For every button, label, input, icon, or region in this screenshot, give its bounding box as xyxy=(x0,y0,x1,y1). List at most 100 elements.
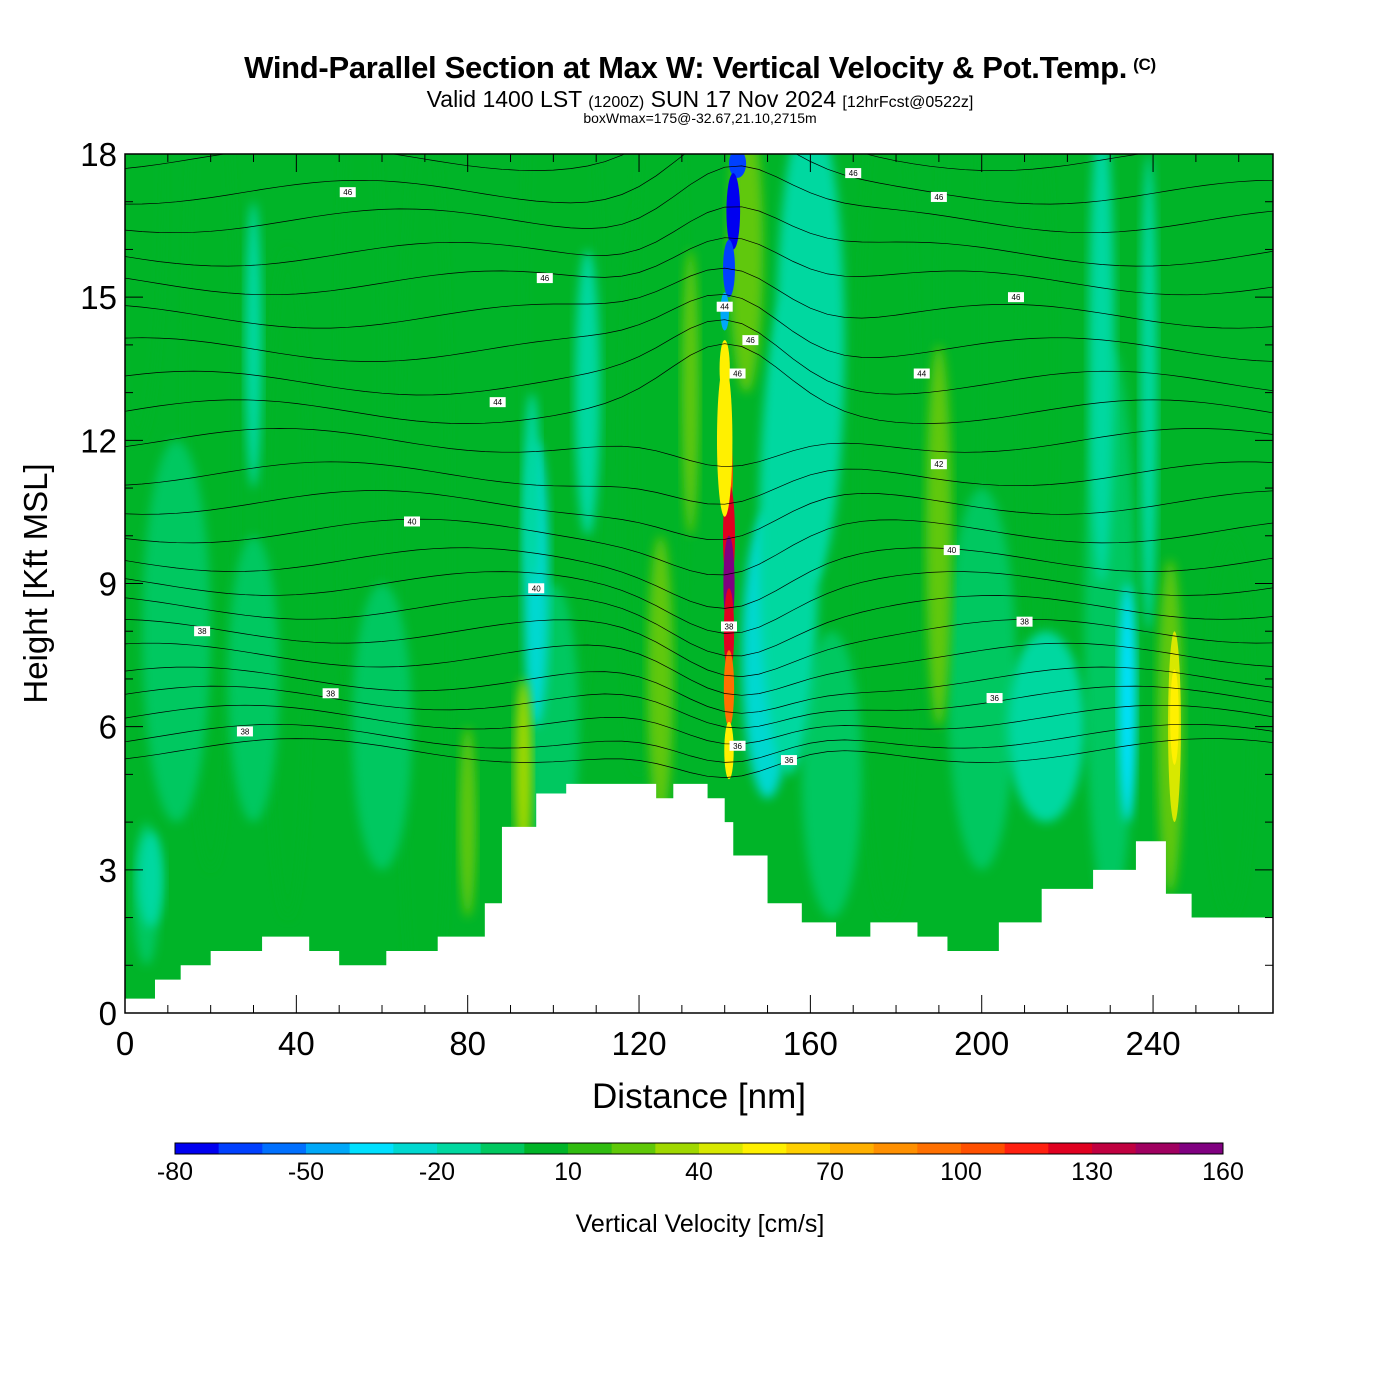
theta-contour-label: 36 xyxy=(986,693,1003,704)
theta-contour-label: 46 xyxy=(930,191,947,202)
velocity-cell xyxy=(776,154,845,584)
theta-contour-line xyxy=(125,343,1273,424)
terrain xyxy=(125,783,1273,1013)
theta-contour-label: 36 xyxy=(729,740,746,751)
valid-time-local: Valid 1400 LST xyxy=(426,86,582,112)
theta-contour-line xyxy=(125,154,1142,172)
velocity-cell xyxy=(227,535,280,823)
theta-label-box xyxy=(742,335,759,346)
colorbar-swatch xyxy=(218,1143,263,1154)
theta-label-text: 46 xyxy=(746,336,755,345)
colorbar-swatch xyxy=(1092,1143,1137,1154)
velocity-cell xyxy=(459,726,477,918)
theta-label-text: 38 xyxy=(240,727,249,736)
theta-label-box xyxy=(913,368,930,379)
theta-contour-label: 38 xyxy=(1016,616,1033,627)
colorbar-swatch xyxy=(306,1143,351,1154)
theta-label-text: 46 xyxy=(849,169,858,178)
theta-contour-label: 42 xyxy=(930,459,947,470)
velocity-cell xyxy=(926,344,952,727)
velocity-cell xyxy=(857,154,918,918)
theta-label-box xyxy=(729,368,746,379)
y-tick-label: 18 xyxy=(80,136,117,173)
velocity-cell xyxy=(142,440,211,823)
theta-label-text: 36 xyxy=(785,756,794,765)
colorbar-swatch xyxy=(262,1143,307,1154)
theta-label-box xyxy=(536,273,553,284)
colorbar-swatch xyxy=(961,1143,1006,1154)
theta-label-text: 44 xyxy=(493,398,502,407)
colorbar-tick-label: -20 xyxy=(419,1158,455,1186)
theta-contour-line xyxy=(125,723,1273,763)
theta-contour-line xyxy=(125,267,1273,329)
theta-label-text: 40 xyxy=(947,546,956,555)
x-tick-label: 40 xyxy=(278,1025,315,1062)
theta-contour-label: 44 xyxy=(716,301,733,312)
colorbar-swatch xyxy=(655,1143,700,1154)
terrain-profile xyxy=(125,783,1273,1013)
y-tick-label: 12 xyxy=(80,422,117,459)
velocity-cell xyxy=(244,201,263,489)
colorbar-swatch xyxy=(611,1143,656,1154)
x-tick-label: 200 xyxy=(954,1025,1009,1062)
colorbar-tick-label: -80 xyxy=(157,1158,193,1186)
colorbar: -80 -50 -20 10 40 70 100 130 160 Vertical Velocit… xyxy=(157,1142,1244,1238)
theta-contour-label: 44 xyxy=(913,368,930,379)
y-axis-label: Height [Kft MSL] xyxy=(17,463,54,703)
velocity-cell xyxy=(352,583,412,870)
velocity-cell xyxy=(1118,583,1136,823)
theta-contour-line xyxy=(125,490,1273,540)
theta-contour-line xyxy=(125,595,1273,657)
theta-label-box xyxy=(489,397,506,408)
velocity-cell xyxy=(1088,154,1115,584)
theta-contour-label: 38 xyxy=(720,621,737,632)
velocity-cell xyxy=(574,249,601,536)
theta-label-text: 38 xyxy=(198,627,207,636)
valid-time-utc: (1200Z) xyxy=(588,94,645,111)
theta-contour-line xyxy=(125,642,1273,696)
theta-contour-line xyxy=(125,461,1273,505)
velocity-cell xyxy=(399,154,451,1013)
box-wmax-stats: boxWmax=175@-32.67,21.10,2715m xyxy=(583,110,817,126)
theta-contour-label: 38 xyxy=(322,688,339,699)
velocity-cell xyxy=(801,631,862,918)
velocity-cell xyxy=(728,154,764,393)
copyright-mark: (C) xyxy=(1133,55,1156,74)
theta-label-text: 44 xyxy=(720,303,729,312)
theta-label-box xyxy=(194,626,211,637)
theta-contour-line xyxy=(125,738,1273,778)
potential-temperature-contours: 46 46 46 46 46 46 46 44 44 44 42 40 40 40 38 38 38 38 38 36… xyxy=(125,154,1273,778)
colorbar-swatch xyxy=(1135,1143,1180,1154)
x-tick-label: 0 xyxy=(116,1025,134,1062)
theta-contour-label: 44 xyxy=(489,397,506,408)
theta-contour-label: 46 xyxy=(339,187,356,198)
colorbar-frame xyxy=(174,1142,1224,1155)
x-tick-label: 120 xyxy=(611,1025,666,1062)
colorbar-swatch xyxy=(524,1143,569,1154)
theta-label-box xyxy=(236,726,253,737)
y-tick-label: 6 xyxy=(99,709,117,746)
theta-contour-line xyxy=(125,518,1273,576)
theta-contour-line xyxy=(125,547,1273,609)
velocity-cell xyxy=(947,488,1016,870)
theta-label-text: 46 xyxy=(733,370,742,379)
theta-contour-line xyxy=(125,685,1273,729)
theta-label-text: 40 xyxy=(532,584,541,593)
theta-contour-label: 40 xyxy=(404,516,420,527)
theta-label-text: 36 xyxy=(733,742,742,751)
velocity-cell xyxy=(137,831,164,928)
valid-time-line: Valid 1400 LST (1200Z) SUN 17 Nov 2024 [… xyxy=(0,86,1400,113)
theta-contour-label: 38 xyxy=(236,726,253,737)
velocity-cell xyxy=(125,154,164,441)
theta-contour-label: 36 xyxy=(780,755,797,766)
velocity-cell xyxy=(723,650,735,727)
velocity-cell xyxy=(1208,535,1252,918)
theta-label-box xyxy=(1016,616,1033,627)
theta-contour-line xyxy=(125,237,1273,296)
velocity-cell xyxy=(726,173,741,250)
y-tick-label: 0 xyxy=(99,995,117,1032)
theta-contour-line xyxy=(125,293,1273,362)
velocity-cell xyxy=(266,249,310,918)
